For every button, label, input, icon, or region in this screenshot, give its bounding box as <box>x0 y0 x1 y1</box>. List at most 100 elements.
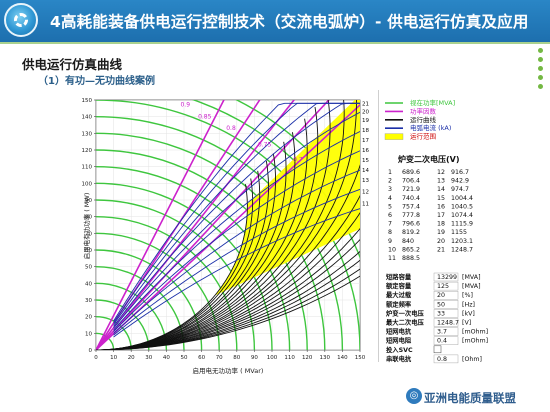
voltage-row-value: 865.2 <box>402 246 420 253</box>
param-value-box <box>433 291 459 300</box>
operating-curve-label: 20 <box>362 110 369 116</box>
operating-curve-label: 16 <box>362 148 369 154</box>
voltage-row-index: 19 <box>437 229 445 236</box>
y-tick-label: 120 <box>82 148 93 154</box>
voltage-row-index: 20 <box>437 238 445 245</box>
voltage-row-index: 7 <box>388 221 392 228</box>
operating-curve <box>96 100 357 350</box>
param-label: 投入SVC <box>386 345 413 354</box>
operating-curve-label: 15 <box>362 158 369 164</box>
x-tick-label: 120 <box>302 355 313 361</box>
voltage-row-value: 819.2 <box>402 229 420 236</box>
operating-curve <box>96 212 360 350</box>
param-label: 最大过载 <box>386 290 412 299</box>
power-factor-label: 0.7 <box>293 157 303 164</box>
voltage-row-index: 11 <box>388 255 396 262</box>
voltage-row-index: 13 <box>437 178 445 185</box>
gear-logo-icon <box>4 3 38 37</box>
y-tick-label: 70 <box>85 231 92 237</box>
voltage-row-value: 796.6 <box>402 221 420 228</box>
x-tick-label: 150 <box>355 355 366 361</box>
legend-label: 视在功率[MVA] <box>410 98 455 107</box>
arc-current-curve <box>113 102 360 322</box>
apparent-power-circle <box>96 165 291 350</box>
y-tick-label: 150 <box>82 98 93 104</box>
operating-curve <box>96 250 360 350</box>
svc-checkbox <box>433 345 442 354</box>
y-tick-label: 40 <box>85 281 92 287</box>
voltage-row-value: 1115.9 <box>451 221 473 228</box>
operating-curve <box>96 268 360 350</box>
voltage-row-value: 1074.4 <box>451 212 473 219</box>
param-label: 额定容量 <box>386 281 412 290</box>
panel-divider <box>378 90 379 362</box>
param-label: 短路容量 <box>386 272 412 281</box>
x-tick-label: 140 <box>337 355 348 361</box>
legend-label: 运行范围 <box>410 132 436 141</box>
operating-curve <box>96 259 360 350</box>
param-value-box <box>433 318 459 327</box>
param-value: 20 <box>437 292 445 299</box>
param-label: 短网电抗 <box>386 327 412 336</box>
param-unit: [Ohm] <box>462 356 482 363</box>
voltage-row-value: 942.9 <box>451 178 469 185</box>
title-bar: 4高耗能装备供电运行控制技术（交流电弧炉）- 供电运行仿真及应用 <box>0 0 550 42</box>
decorative-dots <box>538 48 543 93</box>
section-title: 供电运行仿真曲线 <box>22 57 123 72</box>
operating-curve-label: 14 <box>362 168 369 174</box>
param-label: 串联电抗 <box>386 354 412 363</box>
param-unit: [%] <box>462 292 473 299</box>
voltage-row-value: 1155 <box>451 229 467 236</box>
slide-title: 4高耗能装备供电运行控制技术（交流电弧炉）- 供电运行仿真及应用 <box>50 13 529 31</box>
param-value-box <box>433 336 459 345</box>
voltage-row-value: 740.4 <box>402 195 420 202</box>
voltage-row-index: 16 <box>437 203 445 210</box>
param-label: 短网电阻 <box>386 336 412 345</box>
voltage-row-value: 689.6 <box>402 169 420 176</box>
arc-current-curve <box>113 111 360 329</box>
operating-curve <box>96 100 331 350</box>
param-value: 1248.7 <box>437 320 459 327</box>
param-value-box <box>433 281 459 291</box>
voltage-row-index: 5 <box>388 203 392 210</box>
x-tick-label: 30 <box>145 355 152 361</box>
power-factor-label: 0.75 <box>258 142 272 149</box>
x-tick-label: 40 <box>163 355 170 361</box>
voltage-row-index: 10 <box>388 246 396 253</box>
legend-label: 功率因数 <box>410 106 437 115</box>
arc-current-curve <box>113 188 360 336</box>
voltage-row-value: 721.9 <box>402 186 420 193</box>
arc-current-curve <box>113 208 360 338</box>
y-tick-label: 50 <box>85 265 92 271</box>
y-tick-label: 90 <box>85 198 92 204</box>
voltage-row-index: 14 <box>437 186 445 193</box>
x-tick-label: 110 <box>284 355 295 361</box>
subsection-title: （1）有功—无功曲线案例 <box>38 76 155 87</box>
param-value: 13299 <box>437 274 457 281</box>
y-tick-label: 10 <box>85 331 92 337</box>
watermark-text: 亚洲电能质量联盟 <box>424 391 516 405</box>
voltage-row-index: 6 <box>388 212 392 219</box>
apparent-power-circle <box>96 182 273 350</box>
param-value: 50 <box>437 301 445 308</box>
operating-curve <box>96 164 360 350</box>
param-label: 炉变一次电压 <box>386 308 424 317</box>
voltage-row-index: 3 <box>388 186 392 193</box>
operating-curve-label: 19 <box>362 118 369 124</box>
param-label: 额定频率 <box>386 299 412 308</box>
param-value: 3.7 <box>437 329 447 336</box>
x-axis-label: 启用电无功功率 ( MVar) <box>193 366 264 375</box>
voltage-row-index: 15 <box>437 195 445 202</box>
power-factor-label: 0.8 <box>226 125 236 132</box>
operating-curve-label: 18 <box>362 128 369 134</box>
voltage-row-value: 840 <box>402 238 414 245</box>
legend-label: 运行曲线 <box>410 115 437 124</box>
operating-curve <box>96 275 360 350</box>
param-value-box <box>433 327 459 336</box>
voltage-row-index: 18 <box>437 221 445 228</box>
y-tick-label: 30 <box>85 298 92 304</box>
x-tick-label: 20 <box>128 355 135 361</box>
x-tick-label: 0 <box>94 355 98 361</box>
